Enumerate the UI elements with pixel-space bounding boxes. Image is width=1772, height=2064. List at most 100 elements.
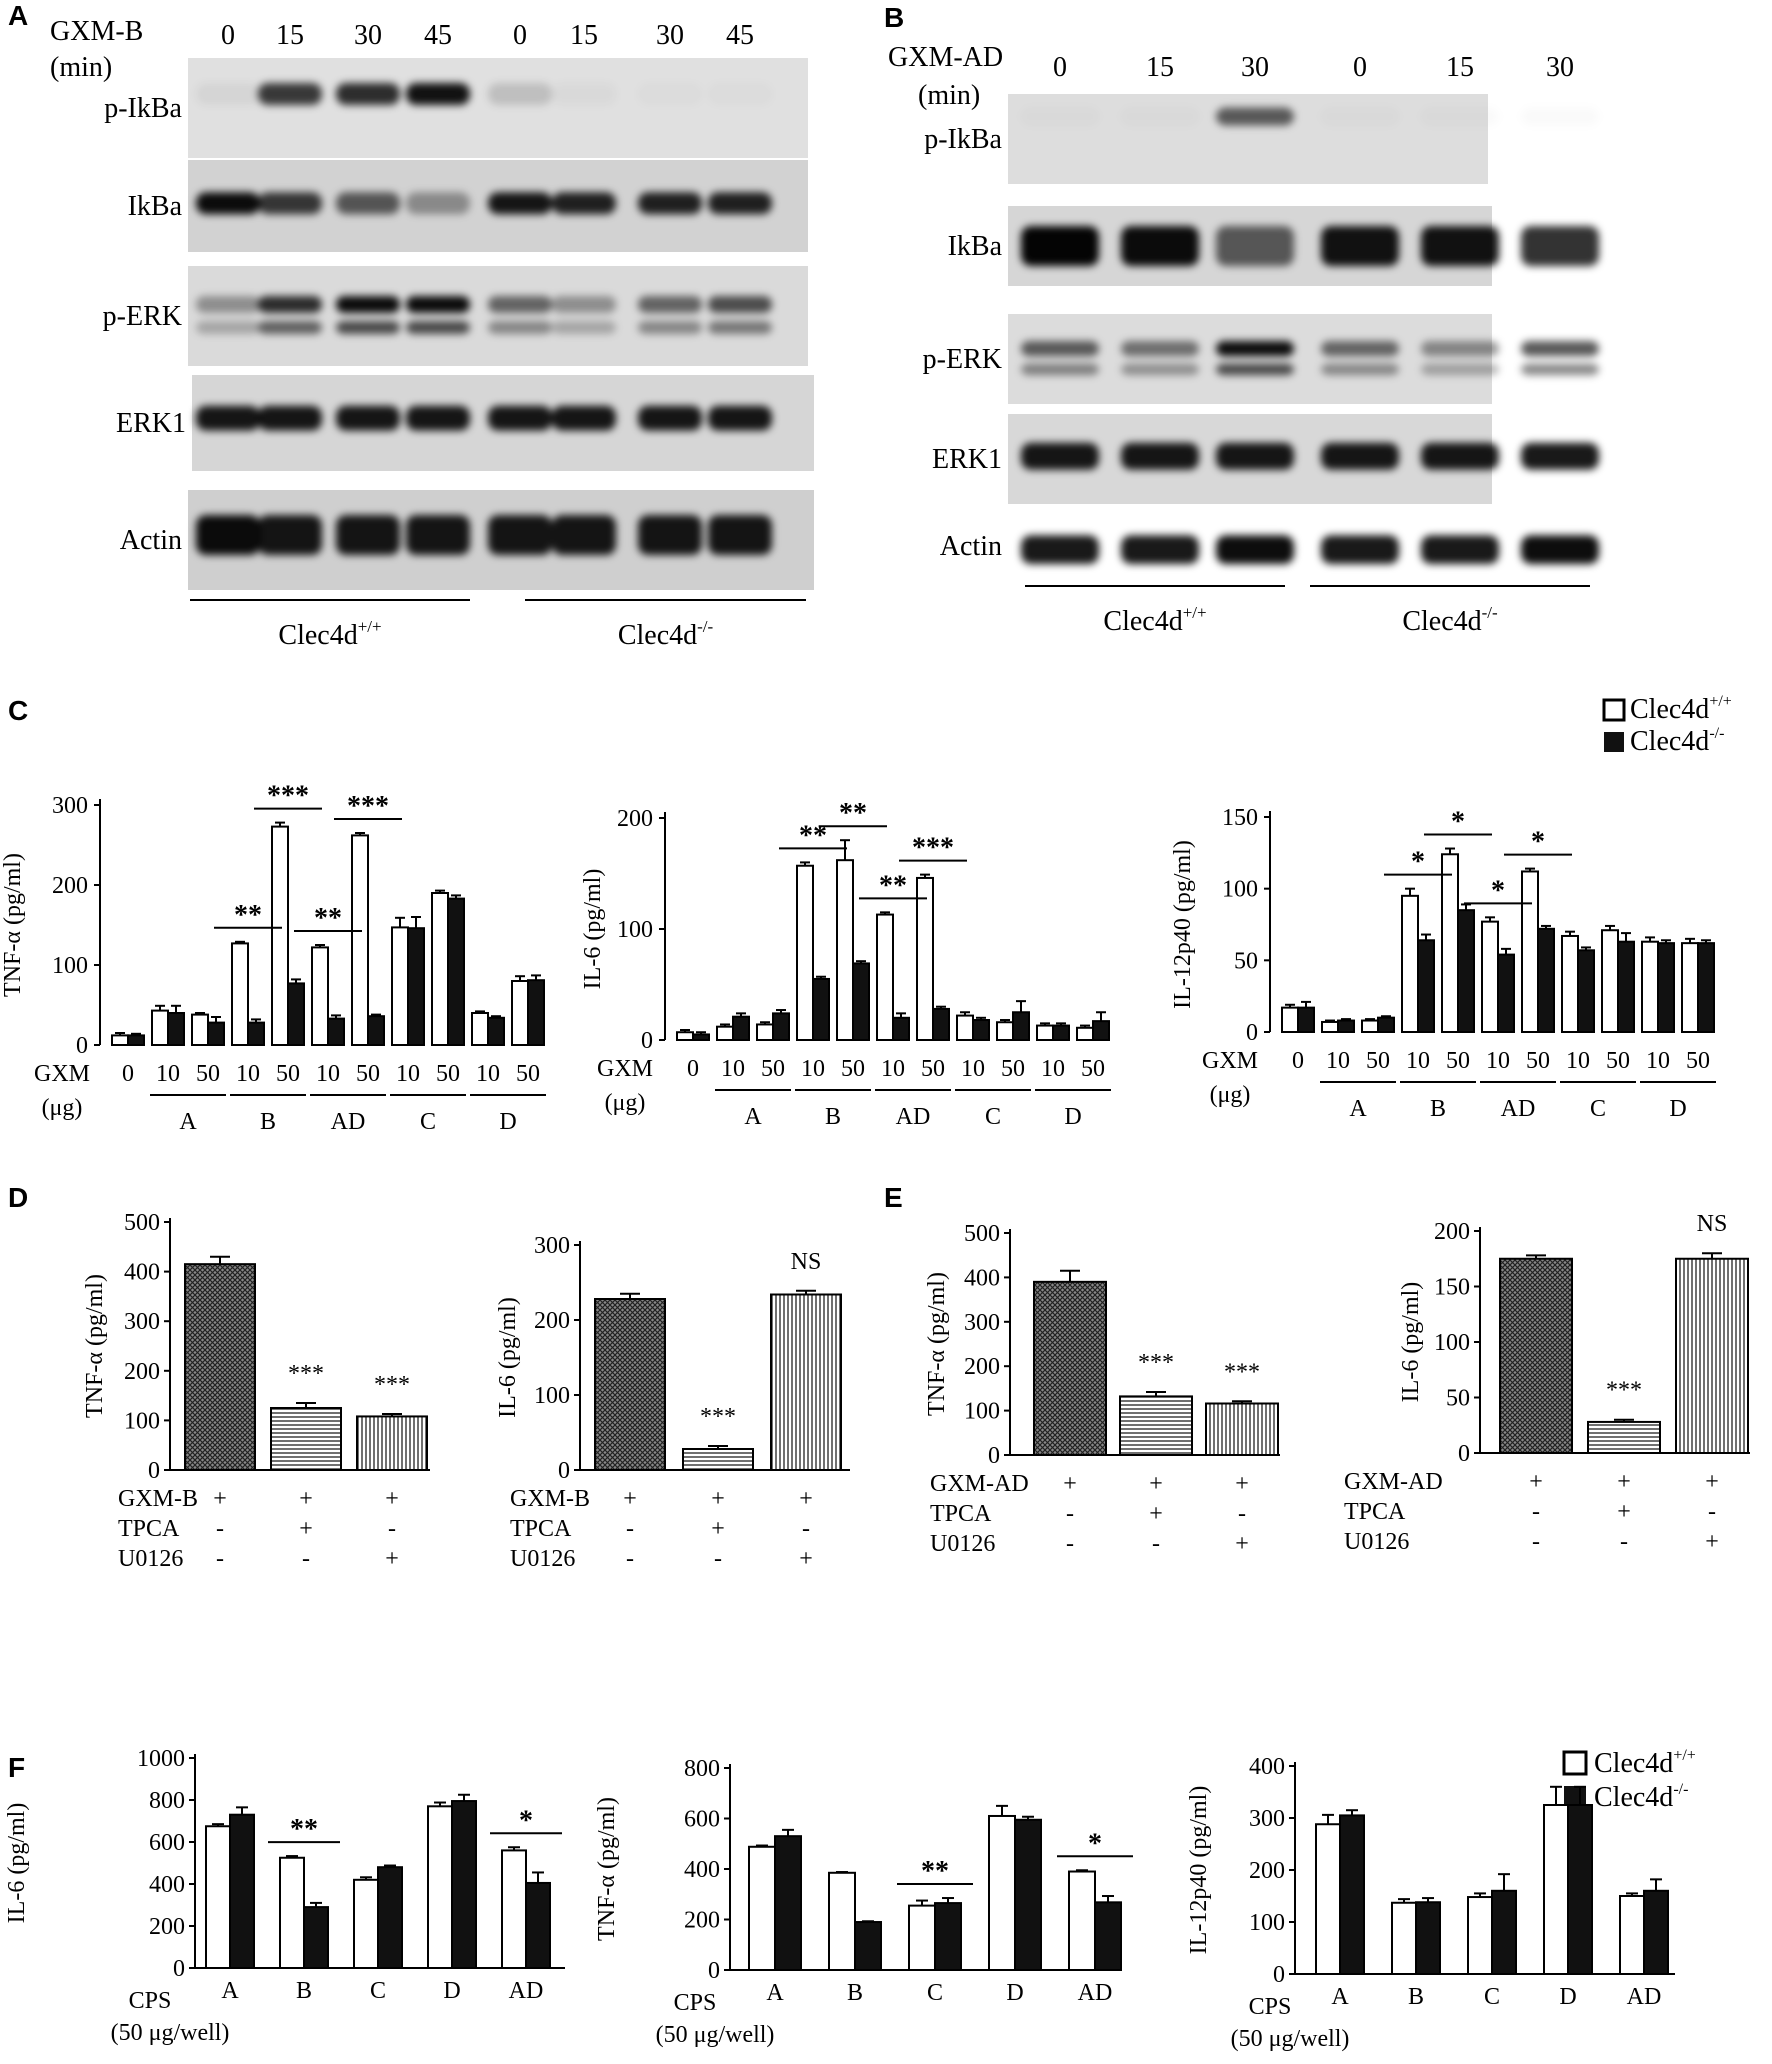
bar-ko <box>1297 1006 1315 1033</box>
y-tick-label: 0 <box>76 1033 88 1059</box>
condition-mark: - <box>1238 1501 1246 1527</box>
y-tick-label: 400 <box>964 1265 1000 1291</box>
category-label: C <box>370 1978 386 2004</box>
y-tick-label: 600 <box>684 1807 720 1833</box>
blot-band <box>258 296 322 313</box>
blot-band <box>1321 341 1399 357</box>
blot-band <box>1521 341 1599 357</box>
blot-band <box>258 321 322 334</box>
bar-ko <box>229 1813 255 1969</box>
dose-label: 50 <box>276 1061 300 1087</box>
group-label: D <box>1064 1104 1081 1130</box>
dose-label: 10 <box>156 1061 180 1087</box>
bar-ko <box>1092 1020 1110 1042</box>
y-tick-label: 800 <box>684 1756 720 1782</box>
bar-ko <box>1415 1901 1441 1976</box>
bar-wt <box>1068 1870 1096 1971</box>
bar-wt <box>828 1871 856 1972</box>
blot-time-label: 30 <box>1546 52 1574 83</box>
bar-ko <box>892 1016 910 1041</box>
blot-band <box>1121 535 1199 564</box>
blot-band <box>1216 107 1294 126</box>
bar-ko <box>1052 1024 1070 1042</box>
legend-c-ko-swatch <box>1604 732 1624 752</box>
blot-band <box>488 192 552 215</box>
x-title: GXM <box>34 1061 90 1087</box>
dose-label: 10 <box>1486 1048 1510 1074</box>
bar-wt <box>988 1814 1016 1971</box>
blot-band <box>638 296 702 313</box>
blot-band <box>1521 535 1599 564</box>
y-tick-label: 200 <box>684 1908 720 1934</box>
condition-mark: + <box>623 1486 637 1512</box>
y-tick-label: 100 <box>1434 1330 1470 1356</box>
bar-wt <box>1521 870 1539 1033</box>
bar <box>184 1263 256 1471</box>
chart-f-il12: 0 100 200 300 400 IL-12p40 (pg/ml) A B C D AD CPS (5… <box>1180 1740 1772 2059</box>
y-axis-label: IL-6 (pg/ml) <box>4 1803 30 1924</box>
bar-ko <box>852 962 870 1041</box>
blot-band <box>196 192 260 215</box>
sig-label: *** <box>912 833 954 864</box>
y-axis-label: IL-6 (pg/ml) <box>1398 1282 1424 1403</box>
group-label: AD <box>896 1104 931 1130</box>
bar-ko <box>525 1881 551 1969</box>
blot-membrane-p-erk <box>188 266 808 366</box>
condition-label: U0126 <box>510 1546 575 1572</box>
bar-wt <box>1441 853 1459 1034</box>
bar-ko <box>1617 940 1635 1033</box>
panel-b-western-blot: GXM-AD (min) 0 15 30 0 15 30 p-IkBa IkBa p-ERK ERK1… <box>880 0 1772 650</box>
bar-wt <box>748 1845 776 1971</box>
condition-mark: + <box>711 1516 725 1542</box>
dose-label: 50 <box>436 1061 460 1087</box>
blot-time-label: 0 <box>1053 52 1067 83</box>
blot-band <box>1521 226 1599 266</box>
blot-row-label: p-ERK <box>923 344 1002 375</box>
dose-label: 50 <box>1366 1048 1390 1074</box>
blot-band <box>552 296 616 313</box>
condition-mark: + <box>1149 1471 1163 1497</box>
y-tick-label: 0 <box>641 1028 653 1054</box>
bar-ko <box>1417 939 1435 1033</box>
panel-label-e: E <box>884 1182 903 1213</box>
legend-c-wt-swatch <box>1602 698 1626 722</box>
condition-label: TPCA <box>510 1516 572 1542</box>
blot-row-label: ERK1 <box>116 408 186 439</box>
condition-label: GXM-AD <box>1344 1469 1443 1495</box>
bar-ko <box>934 1902 962 1971</box>
condition-mark: - <box>1066 1531 1074 1557</box>
y-axis-label: TNF-α (pg/ml) <box>82 1274 108 1418</box>
blot-time-label: 15 <box>1446 52 1474 83</box>
bar-ko <box>1643 1889 1669 1975</box>
dose-label: 10 <box>1406 1048 1430 1074</box>
bar-wt <box>151 1009 169 1047</box>
dose-label: 10 <box>961 1056 985 1082</box>
blot-band <box>1121 341 1199 357</box>
blot-membrane-p-ikba <box>188 58 808 158</box>
blot-band <box>638 321 702 334</box>
sig-label: ** <box>879 870 907 901</box>
y-tick-label: 200 <box>52 873 88 899</box>
blot-band <box>1321 442 1399 470</box>
bar-wt <box>1315 1823 1341 1975</box>
bar-wt <box>1321 1020 1339 1034</box>
blot-band <box>488 515 552 555</box>
bar-ko <box>772 1012 790 1041</box>
y-tick-label: 100 <box>124 1408 160 1434</box>
category-label: AD <box>1627 1984 1662 2010</box>
blot-bands-p-erk <box>196 296 772 334</box>
bar-wt <box>1036 1024 1054 1042</box>
blot-row-label: ERK1 <box>932 444 1002 475</box>
sig-label: ** <box>839 798 867 829</box>
panel-label-c: C <box>8 695 29 726</box>
condition-label: U0126 <box>1344 1529 1409 1555</box>
blot-band <box>1021 226 1099 266</box>
condition-mark: + <box>1705 1469 1719 1495</box>
bar-wt <box>1281 1006 1299 1033</box>
bar-ko <box>327 1017 345 1047</box>
legend-f-wt-swatch <box>1562 1750 1588 1776</box>
blot-band <box>1021 341 1099 357</box>
blot-band <box>488 296 552 313</box>
sig-label: * <box>1531 827 1545 858</box>
blot-band <box>406 405 470 431</box>
